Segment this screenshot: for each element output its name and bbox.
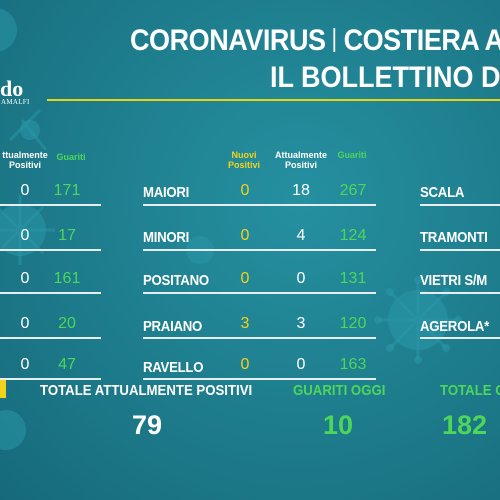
- totals-marker: [0, 380, 6, 398]
- left-row-1-current: 0: [20, 182, 30, 199]
- left-row-1-rule: [0, 204, 101, 206]
- page-title: CORONAVIRUS COSTIERA A: [130, 24, 500, 57]
- left-row-3-recovered: 161: [53, 270, 81, 287]
- left-row-5-current: 0: [20, 356, 30, 373]
- maiori-rule: [143, 204, 376, 206]
- recovered-today-value: 10: [323, 410, 354, 440]
- positano-current: 0: [296, 270, 306, 287]
- page-subtitle: IL BOLLETTINO DI: [270, 61, 500, 94]
- ravello-recovered: 163: [339, 356, 367, 373]
- tramonti-rule: [420, 249, 500, 251]
- minori-rule: [143, 249, 376, 251]
- town-vietri: VIETRI S/M: [420, 272, 488, 289]
- middle-header-new: Nuovi Positivi: [227, 150, 260, 170]
- positano-rule: [143, 292, 376, 294]
- left-row-4-recovered: 20: [58, 315, 76, 332]
- minori-recovered: 124: [339, 227, 367, 244]
- town-ravello: RAVELLO: [143, 359, 204, 376]
- positano-recovered: 131: [339, 270, 367, 287]
- praiano-new: 3: [240, 315, 250, 332]
- left-row-2-recovered: 17: [58, 227, 76, 244]
- left-row-2-rule: [0, 249, 101, 251]
- ravello-rule: [143, 378, 376, 380]
- logo: do: [0, 76, 24, 101]
- minori-current: 4: [296, 227, 306, 244]
- town-praiano: PRAIANO: [143, 318, 203, 335]
- left-row-3-rule: [0, 292, 101, 294]
- middle-header-recovered: Guariti: [337, 150, 367, 160]
- left-row-5-recovered: 47: [58, 356, 76, 373]
- positano-new: 0: [240, 270, 250, 287]
- left-row-4-rule: [0, 337, 101, 339]
- minori-new: 0: [240, 227, 250, 244]
- town-agerola: AGEROLA*: [420, 318, 490, 335]
- town-minori: MINORI: [143, 229, 190, 246]
- agerola-rule: [420, 337, 500, 339]
- town-maiori: MAIORI: [143, 184, 190, 201]
- logo-subtext: AMALFI: [1, 98, 30, 106]
- left-row-4-current: 0: [20, 315, 30, 332]
- total-recovered-value: 182: [442, 410, 488, 440]
- total-recovered-label: TOTALE G: [440, 382, 500, 399]
- scala-rule: [420, 204, 500, 206]
- recovered-today-label: GUARITI OGGI: [293, 382, 386, 399]
- total-current-value: 79: [132, 410, 163, 440]
- praiano-rule: [143, 337, 376, 339]
- left-header-current: ttualmente Positivi: [2, 150, 48, 170]
- praiano-recovered: 120: [339, 315, 367, 332]
- maiori-recovered: 267: [339, 182, 367, 199]
- title-divider: [47, 99, 500, 101]
- left-header-recovered: Guariti: [56, 152, 86, 162]
- town-positano: POSITANO: [143, 272, 209, 289]
- maiori-current: 18: [292, 182, 310, 199]
- town-tramonti: TRAMONTI: [420, 229, 488, 246]
- total-current-label: TOTALE ATTUALMENTE POSITIVI: [40, 382, 253, 399]
- left-row-3-current: 0: [20, 270, 30, 287]
- ravello-new: 0: [240, 356, 250, 373]
- left-row-2-current: 0: [20, 227, 30, 244]
- left-row-5-rule: [0, 378, 101, 380]
- vietri-rule: [420, 292, 500, 294]
- maiori-new: 0: [240, 182, 250, 199]
- town-scala: SCALA: [420, 184, 465, 201]
- middle-header-current: Attualmente Positivi: [274, 150, 327, 170]
- praiano-current: 3: [296, 315, 306, 332]
- left-row-1-recovered: 171: [53, 182, 81, 199]
- ravello-current: 0: [296, 356, 306, 373]
